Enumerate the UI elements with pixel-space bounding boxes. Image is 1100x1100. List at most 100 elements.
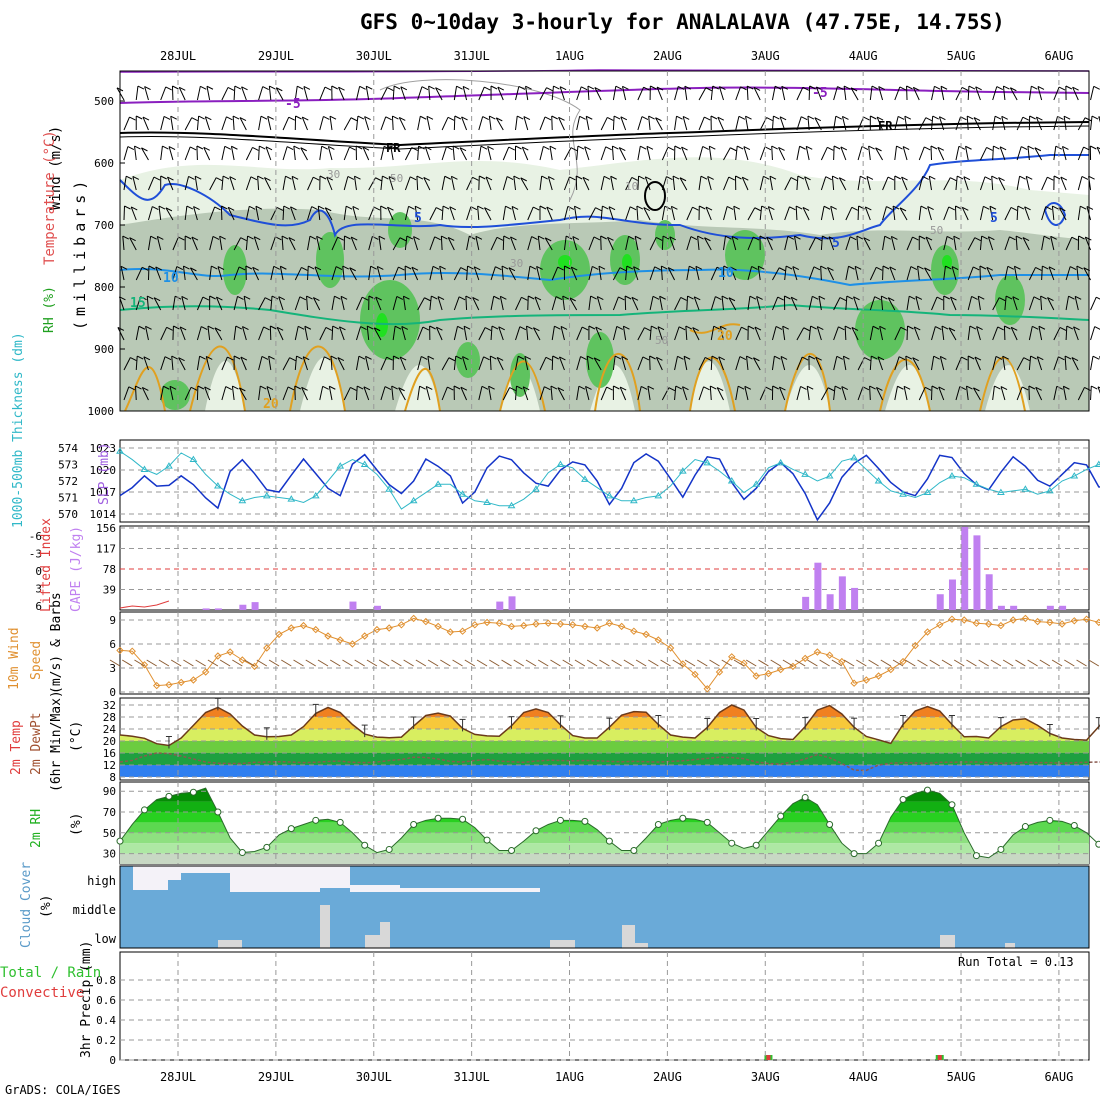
wind-barb-flag [931,385,939,390]
wind-barb-flag [588,325,596,330]
wind-barb [365,356,370,371]
wind-barb-flag [907,325,914,330]
wind-barb-flag [710,385,717,390]
wind-barb-flag [656,236,663,241]
rh-point [875,839,883,847]
wind-barb-flag [508,267,516,272]
wind-speed-point [850,679,858,687]
wind-barb [649,266,656,281]
wind-barb-flag [142,386,149,391]
wind-barb [931,326,936,341]
wind-barb-flag [876,266,883,271]
wind-barb-flag [974,356,982,361]
wind-barb [586,356,590,371]
wind-barb-flag [409,176,417,181]
wind-barb-flag [1032,325,1039,330]
wind-barb-flag [694,296,701,301]
cloud-level: middle [73,903,116,917]
wind-barb [586,659,598,667]
wind-barb [534,296,541,311]
wind-barb [279,266,284,281]
wind-barb-flag [598,265,606,270]
wind-barb [392,85,395,101]
wind-barb-flag [201,326,208,330]
wind-barb [992,297,1000,311]
wind-barb [319,386,324,401]
wind-barb-flag [1007,265,1015,270]
wind-barb [563,206,569,221]
wind-barb [879,326,884,341]
wind-barb [523,116,529,131]
wind-barb [170,659,182,667]
wind-barb [380,146,385,161]
wind-barb [730,266,737,281]
wind-barb [145,326,149,341]
wind-barb [478,86,485,101]
wind-barb-flag [1071,236,1079,241]
wind-barb [633,266,639,281]
wind-barb [644,176,651,191]
wind-barb-flag [613,115,621,120]
wind-barb-flag [356,385,364,390]
wind-barb-flag [749,295,757,300]
svg-text:FR: FR [878,119,893,133]
wind-barb-flag [579,115,586,120]
wind-barb-flag [385,116,392,121]
wind-barb [392,237,401,251]
wind-barb-flag [483,356,490,361]
wind-barb-flag [901,176,908,181]
wind-barb [1028,267,1036,281]
wind-barb-flag [626,265,634,270]
wind-barb [1077,176,1083,191]
wind-barb [1065,266,1071,281]
top-date-axis: 28JUL 29JUL 30JUL 31JUL 1AUG 2AUG 3AUG 4AUG 5AUG… [160,49,1073,63]
cape-bar [948,579,956,610]
wind-barb-flag [355,145,363,150]
wind-barb-flag [641,116,649,121]
wind-barb [413,236,419,251]
wind-barb-flag [1001,115,1008,120]
wind-barb [610,176,614,191]
wind-barb [209,177,217,191]
wind-barb [258,116,262,131]
wind-barb [621,356,627,371]
thickness-tick: 574 [58,442,78,455]
wind-barb [757,266,761,281]
wind-barb-flag [481,385,489,390]
date-label-top: 1AUG [555,49,584,63]
wind-speed-point [838,657,846,666]
wind-barb [502,146,510,161]
wind-barb [682,116,688,131]
wind-barb [695,266,700,281]
wind-barb-flag [614,355,622,360]
wind-speed-point [140,661,149,669]
wind-barb-flag [996,86,1003,91]
wind-barb-flag [172,85,179,90]
wind-barb [414,206,419,221]
wind-barb [766,237,773,251]
wind-barb-flag [801,116,808,121]
wind-barb-flag [414,205,422,210]
wind-barb [863,237,871,251]
wind-barb [562,296,565,311]
wind-barb [625,206,631,221]
wind-barb-flag [411,266,419,271]
wind-barb [866,176,871,191]
wind-barb [293,659,304,667]
upper-air-panel: -5 -5 FR FR 5 5 5 10 10 15 20 20 30 50 1… [42,69,1100,418]
wind-barb-flag [905,355,913,360]
wind-barb-flag [191,236,199,241]
wind-barb [207,659,219,667]
wind-speed-point [691,670,699,679]
cape-bar [802,596,810,610]
wind-barb [684,86,688,101]
wind-barb-flag [919,235,926,240]
wind-barb [950,296,957,311]
wind-barb [380,176,383,191]
wind-barb [975,86,981,101]
wind-barb-flag [153,297,161,302]
wind-barb [171,356,174,371]
wind-barb-flag [656,86,664,91]
wind-barb-flag [302,356,310,361]
